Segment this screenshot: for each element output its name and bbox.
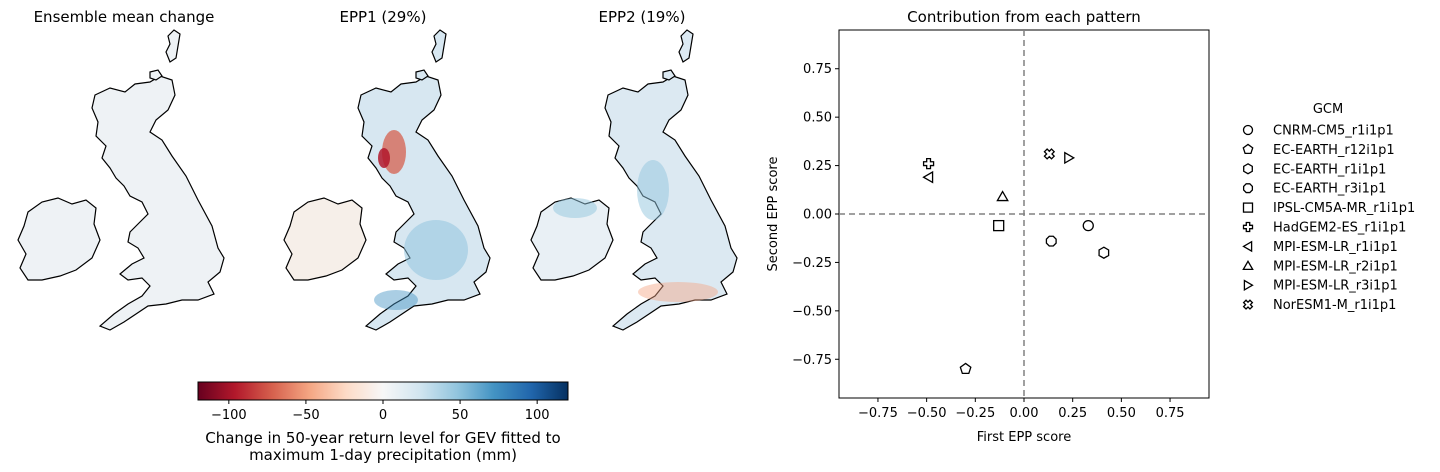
y-tick-label: 0.25 bbox=[803, 159, 832, 174]
point-IPSL-CM5A-MR_r1i1p1 bbox=[993, 219, 1005, 232]
x-tick-label: 0.25 bbox=[1058, 406, 1087, 421]
x-tick-label: −0.25 bbox=[955, 406, 995, 421]
legend-label: HadGEM2-ES_r1i1p1 bbox=[1273, 221, 1406, 236]
colorbar-tick-label: −50 bbox=[292, 408, 319, 423]
epp2-ireland-anomaly bbox=[553, 198, 597, 218]
shetland-shape bbox=[165, 29, 181, 63]
point-EC-EARTH_r12i1p1 bbox=[959, 362, 972, 375]
legend-marker-NorESM1-M_r1i1p1 bbox=[1242, 299, 1254, 310]
point-CNRM-CM5_r1i1p1 bbox=[1082, 219, 1094, 232]
scatter-ylabel: Second EPP score bbox=[766, 157, 781, 272]
map-title-1: Ensemble mean change bbox=[34, 8, 215, 26]
legend-label: MPI-ESM-LR_r3i1p1 bbox=[1273, 279, 1398, 294]
point-MPI-ESM-LR_r2i1p1 bbox=[996, 190, 1009, 202]
epp1-west-scotland-core bbox=[378, 148, 390, 168]
great-britain-shape bbox=[357, 75, 491, 331]
colorbar-tick-label: 50 bbox=[452, 408, 469, 423]
legend-marker-MPI-ESM-LR_r1i1p1 bbox=[1242, 240, 1253, 253]
scatter-title: Contribution from each pattern bbox=[907, 8, 1141, 26]
legend: GCM CNRM-CM5_r1i1p1 EC-EARTH_r12i1p1 EC-EA… bbox=[1242, 102, 1415, 313]
point-NorESM1-M_r1i1p1 bbox=[1043, 148, 1056, 160]
ireland-shape bbox=[17, 197, 101, 281]
colorbar-tick-label: 100 bbox=[525, 408, 550, 423]
epp1-southwest-anomaly bbox=[374, 290, 418, 310]
legend-marker-MPI-ESM-LR_r3i1p1 bbox=[1243, 279, 1254, 292]
epp1-england-anomaly bbox=[404, 220, 468, 280]
ireland-shape bbox=[283, 197, 367, 281]
y-tick-label: 0.75 bbox=[803, 62, 832, 77]
x-tick-label: 0.50 bbox=[1107, 406, 1136, 421]
legend-marker-HadGEM2-ES_r1i1p1 bbox=[1242, 221, 1254, 233]
legend-label: MPI-ESM-LR_r2i1p1 bbox=[1273, 259, 1398, 274]
shetland-shape bbox=[431, 29, 447, 63]
colorbar: −100 −50 0 50 100 bbox=[197, 381, 569, 423]
x-tick-label: −0.50 bbox=[907, 406, 947, 421]
x-tick-label: 0.00 bbox=[1010, 406, 1039, 421]
map-title-2: EPP1 (29%) bbox=[340, 8, 427, 26]
legend-marker-MPI-ESM-LR_r2i1p1 bbox=[1242, 260, 1254, 271]
y-tick-label: 0.50 bbox=[803, 111, 832, 126]
legend-marker-CNRM-CM5_r1i1p1 bbox=[1242, 124, 1254, 136]
legend-marker-IPSL-CM5A-MR_r1i1p1 bbox=[1242, 202, 1254, 213]
point-EC-EARTH_r1i1p1 bbox=[1098, 246, 1110, 259]
map-panel-1 bbox=[17, 29, 225, 331]
legend-label: NorESM1-M_r1i1p1 bbox=[1273, 298, 1396, 313]
y-tick-label: −0.50 bbox=[792, 304, 832, 319]
colorbar-label-line2: maximum 1-day precipitation (mm) bbox=[249, 446, 517, 464]
colorbar-gradient bbox=[197, 381, 569, 401]
epp2-south-anomaly bbox=[638, 282, 718, 302]
legend-label: CNRM-CM5_r1i1p1 bbox=[1273, 124, 1394, 139]
x-tick-label: 0.75 bbox=[1156, 406, 1185, 421]
point-MPI-ESM-LR_r3i1p1 bbox=[1064, 151, 1076, 165]
colorbar-tick-label: 0 bbox=[379, 408, 387, 423]
y-tick-label: −0.25 bbox=[792, 256, 832, 271]
legend-title: GCM bbox=[1313, 102, 1343, 117]
map-panel-3 bbox=[530, 29, 738, 331]
colorbar-label-line1: Change in 50-year return level for GEV f… bbox=[205, 429, 561, 447]
map-title-3: EPP2 (19%) bbox=[599, 8, 686, 26]
colorbar-tick-label: −100 bbox=[211, 408, 247, 423]
scatter-plot: −0.75 −0.50 −0.25 0.00 0.25 0.50 0.75 0.75 0.50 0… bbox=[792, 30, 1209, 421]
legend-label: MPI-ESM-LR_r1i1p1 bbox=[1273, 240, 1398, 255]
legend-marker-EC-EARTH_r1i1p1 bbox=[1243, 163, 1253, 175]
great-britain-shape bbox=[91, 75, 225, 331]
point-MPI-ESM-LR_r1i1p1 bbox=[922, 170, 934, 184]
point-EC-EARTH_r3i1p1 bbox=[1045, 235, 1057, 247]
x-tick-label: −0.75 bbox=[858, 406, 898, 421]
y-tick-label: −0.75 bbox=[792, 353, 832, 368]
point-HadGEM2-ES_r1i1p1 bbox=[922, 157, 935, 170]
legend-label: IPSL-CM5A-MR_r1i1p1 bbox=[1273, 201, 1415, 216]
map-panel-2 bbox=[283, 29, 491, 331]
epp2-north-anomaly bbox=[637, 160, 669, 220]
y-tick-label: 0.00 bbox=[803, 208, 832, 223]
legend-label: EC-EARTH_r3i1p1 bbox=[1273, 182, 1386, 197]
legend-marker-EC-EARTH_r3i1p1 bbox=[1242, 183, 1254, 194]
legend-label: EC-EARTH_r1i1p1 bbox=[1273, 162, 1386, 177]
legend-label: EC-EARTH_r12i1p1 bbox=[1273, 143, 1395, 158]
shetland-shape bbox=[678, 29, 694, 63]
legend-marker-EC-EARTH_r12i1p1 bbox=[1242, 143, 1254, 155]
scatter-xlabel: First EPP score bbox=[977, 430, 1071, 445]
